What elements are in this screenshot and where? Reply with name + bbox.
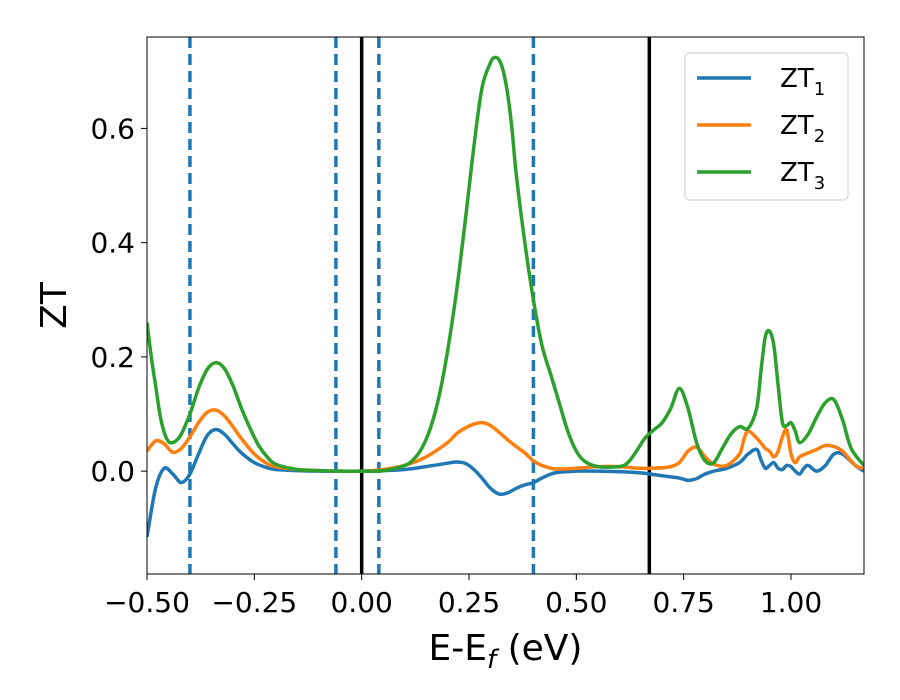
x-tick-label: −0.50 xyxy=(104,586,190,619)
y-tick-label: 0.6 xyxy=(90,112,135,145)
x-tick-label: 0.50 xyxy=(545,586,607,619)
y-tick-label: 0.2 xyxy=(90,341,135,374)
legend: ZT1 ZT2 ZT3 xyxy=(684,52,849,201)
plot-area-frame xyxy=(146,36,865,575)
x-tick-label: 0.25 xyxy=(438,586,500,619)
x-tick-label: 0.75 xyxy=(653,586,715,619)
y-tick-label: 0.0 xyxy=(90,455,135,488)
x-tick-label: 1.00 xyxy=(760,586,822,619)
series-line-zt1 xyxy=(147,427,864,538)
y-axis: 0.0 0.2 0.4 0.6 xyxy=(90,112,147,488)
legend-box xyxy=(684,52,849,201)
x-axis-label: E-Ef (eV) xyxy=(429,628,583,675)
x-tick-label: −0.25 xyxy=(211,586,297,619)
x-tick-label: 0.00 xyxy=(330,586,392,619)
series-line-zt2 xyxy=(147,408,864,474)
legend-label-zt2: ZT2 xyxy=(780,111,825,147)
legend-label-zt1: ZT1 xyxy=(780,64,825,100)
legend-label-zt3: ZT3 xyxy=(780,158,825,194)
y-tick-label: 0.4 xyxy=(90,227,135,260)
y-axis-label: ZT xyxy=(34,281,75,329)
series-line-zt3 xyxy=(147,55,864,473)
x-axis: −0.50 −0.25 0.00 0.25 0.50 0.75 1.00 xyxy=(104,574,822,619)
